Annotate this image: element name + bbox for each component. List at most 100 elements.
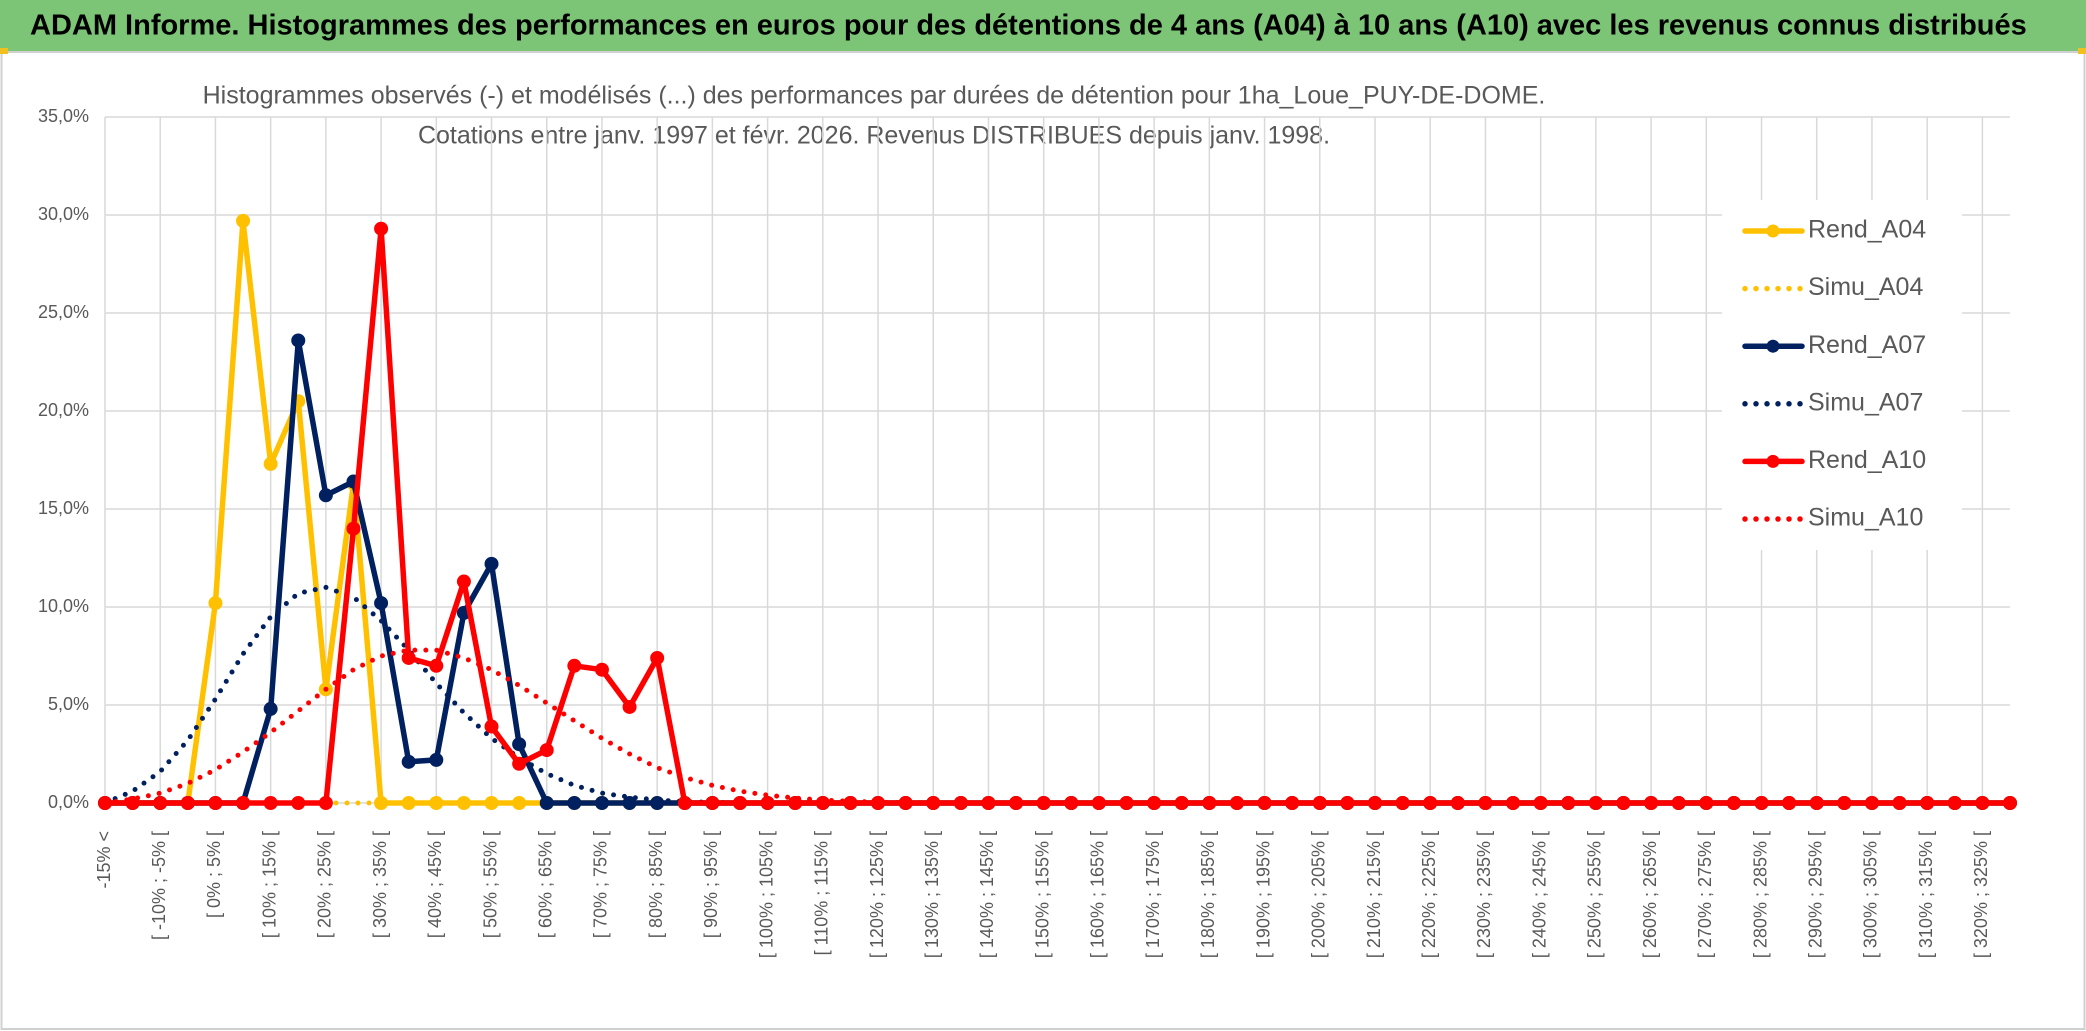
x-tick-label: [ 280% ; 285% [ (1750, 831, 1770, 958)
data-point (539, 796, 554, 810)
x-tick-label: [ 230% ; 235% [ (1474, 831, 1494, 958)
x-tick-label: [ 250% ; 255% [ (1585, 831, 1605, 958)
data-point (153, 796, 168, 810)
y-tick-label: 5,0% (48, 694, 89, 714)
x-tick-label: [ 120% ; 125% [ (867, 831, 887, 958)
y-tick-label: 35,0% (38, 106, 89, 126)
data-point (208, 596, 223, 611)
model-line (102, 584, 2013, 806)
data-point (263, 796, 278, 810)
x-tick-label: -15% < (94, 831, 114, 889)
data-point (291, 796, 306, 810)
x-tick-label: [ 210% ; 215% [ (1364, 831, 1384, 958)
x-tick-label: [ 80% ; 85% [ (646, 831, 666, 938)
header-bar (0, 0, 2086, 51)
x-tick-label: [ 180% ; 185% [ (1198, 831, 1218, 958)
data-point (456, 574, 471, 589)
legend-label: Rend_A07 (1808, 331, 1926, 359)
x-tick-label: [ 270% ; 275% [ (1695, 831, 1715, 958)
x-tick-label: [ 290% ; 295% [ (1805, 831, 1825, 958)
legend-label: Simu_A07 (1808, 388, 1923, 416)
x-tick-label: [ 150% ; 155% [ (1032, 831, 1052, 958)
x-tick-label: [ 320% ; 325% [ (1971, 831, 1991, 958)
title-background (200, 78, 1550, 158)
x-tick-label: [ 40% ; 45% [ (425, 831, 445, 938)
y-tick-label: 20,0% (38, 400, 89, 420)
x-tick-label: [ 240% ; 245% [ (1529, 831, 1549, 958)
x-tick-label: [ 190% ; 195% [ (1253, 831, 1273, 958)
x-tick-label: [ 220% ; 225% [ (1419, 831, 1439, 958)
observed-line (102, 225, 2013, 806)
data-point (594, 662, 609, 677)
x-tick-label: [ 70% ; 75% [ (591, 831, 611, 938)
data-point (705, 796, 720, 810)
legend-label: Simu_A10 (1808, 504, 1923, 532)
data-point (815, 796, 830, 810)
x-tick-label: [ 100% ; 105% [ (756, 831, 776, 958)
data-point (594, 796, 609, 810)
data-point (374, 221, 389, 236)
data-point (346, 521, 361, 536)
data-point (567, 796, 582, 810)
x-tick-label: [ 60% ; 65% [ (535, 831, 555, 938)
data-point (180, 796, 195, 810)
corner (0, 48, 8, 54)
legend-marker (1766, 224, 1780, 238)
chart-frame (0, 51, 2086, 1030)
data-point (650, 650, 665, 665)
legend-background (1722, 200, 1962, 550)
data-point (374, 596, 389, 611)
x-tick-label: [ 10% ; 15% [ (259, 831, 279, 938)
x-tick-label: [ 20% ; 25% [ (315, 831, 335, 938)
data-point (484, 556, 499, 571)
chart-title: Cotations entre janv. 1997 et févr. 2026… (418, 122, 1330, 150)
x-tick-label: [ 50% ; 55% [ (480, 831, 500, 938)
legend-label: Rend_A10 (1808, 446, 1926, 474)
x-tick-label: [ -10% ; -5% [ (149, 831, 169, 940)
data-point (429, 752, 444, 767)
data-point (760, 796, 775, 810)
corner (2078, 48, 2086, 54)
legend-marker (1766, 339, 1780, 353)
data-point (733, 796, 747, 810)
data-point (622, 796, 637, 810)
x-tick-label: [ 160% ; 165% [ (1088, 831, 1108, 958)
data-point (291, 333, 306, 348)
x-tick-label: [ 200% ; 205% [ (1309, 831, 1329, 958)
data-point (429, 658, 444, 673)
x-tick-label: [ 90% ; 95% [ (701, 831, 721, 938)
data-point (401, 650, 416, 665)
data-point (401, 754, 416, 769)
y-tick-label: 10,0% (38, 596, 89, 616)
data-point (263, 701, 278, 716)
y-tick-label: 15,0% (38, 498, 89, 518)
data-point (263, 456, 278, 471)
legend-label: Simu_A04 (1808, 273, 1923, 301)
y-tick-label: 0,0% (48, 792, 89, 812)
header-title: ADAM Informe. Histogrammes des performan… (30, 10, 2027, 42)
x-tick-label: [ 260% ; 265% [ (1640, 831, 1660, 958)
data-point (208, 796, 223, 810)
x-tick-label: [ 0% ; 5% [ (204, 831, 224, 918)
y-tick-label: 25,0% (38, 302, 89, 322)
legend-marker (1766, 454, 1780, 468)
data-point (539, 743, 554, 758)
data-point (650, 796, 665, 810)
data-point (567, 658, 582, 673)
x-tick-label: [ 110% ; 115% [ (812, 831, 832, 955)
data-point (677, 796, 692, 810)
data-point (484, 719, 499, 734)
data-point (236, 796, 251, 810)
x-tick-label: [ 170% ; 175% [ (1143, 831, 1163, 958)
y-tick-label: 30,0% (38, 204, 89, 224)
x-tick-label: [ 300% ; 305% [ (1861, 831, 1881, 958)
data-point (622, 699, 637, 714)
x-tick-label: [ 310% ; 315% [ (1916, 831, 1936, 958)
data-point (512, 756, 527, 771)
data-point (512, 737, 527, 752)
data-point (318, 488, 333, 503)
x-tick-label: [ 130% ; 135% [ (922, 831, 942, 958)
x-tick-label: [ 30% ; 35% [ (370, 831, 390, 938)
